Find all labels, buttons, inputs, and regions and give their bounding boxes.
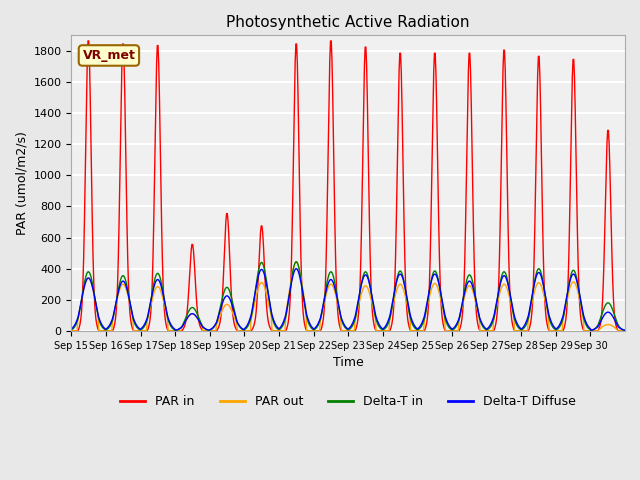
PAR out — [132, 328, 140, 334]
Title: Photosynthetic Active Radiation: Photosynthetic Active Radiation — [227, 15, 470, 30]
Delta-T in — [172, 327, 179, 333]
Delta-T Diffuse — [284, 304, 291, 310]
Delta-T in — [132, 324, 140, 329]
Delta-T in — [262, 277, 270, 283]
Delta-T Diffuse — [132, 322, 140, 328]
PAR out — [437, 297, 445, 303]
PAR out — [262, 288, 269, 293]
PAR in — [438, 310, 445, 315]
Legend: PAR in, PAR out, Delta-T in, Delta-T Diffuse: PAR in, PAR out, Delta-T in, Delta-T Dif… — [115, 390, 581, 413]
Delta-T in — [235, 323, 243, 328]
PAR out — [68, 328, 76, 334]
PAR out — [406, 314, 413, 320]
Line: Delta-T Diffuse: Delta-T Diffuse — [72, 269, 625, 330]
PAR in — [621, 328, 629, 334]
PAR in — [284, 321, 292, 327]
X-axis label: Time: Time — [333, 356, 364, 369]
Delta-T in — [621, 327, 629, 333]
PAR in — [85, 38, 93, 44]
Delta-T Diffuse — [262, 280, 270, 286]
PAR in — [68, 328, 76, 334]
Delta-T Diffuse — [68, 326, 76, 332]
Delta-T Diffuse — [407, 313, 415, 319]
Y-axis label: PAR (umol/m2/s): PAR (umol/m2/s) — [15, 131, 28, 235]
PAR out — [283, 306, 291, 312]
PAR in — [407, 328, 415, 334]
PAR in — [133, 328, 141, 334]
Delta-T Diffuse — [172, 327, 179, 333]
Delta-T in — [68, 327, 76, 333]
PAR in — [263, 309, 271, 314]
Line: Delta-T in: Delta-T in — [72, 262, 625, 330]
PAR out — [234, 328, 242, 334]
Delta-T Diffuse — [438, 295, 445, 300]
Delta-T in — [438, 297, 445, 302]
Text: VR_met: VR_met — [83, 49, 135, 62]
PAR out — [292, 260, 300, 265]
Line: PAR in: PAR in — [72, 41, 625, 331]
PAR in — [236, 328, 243, 334]
Line: PAR out: PAR out — [72, 263, 625, 331]
PAR in — [172, 328, 179, 334]
Delta-T in — [284, 306, 291, 312]
PAR out — [621, 328, 629, 334]
Delta-T Diffuse — [292, 266, 300, 272]
Delta-T in — [292, 259, 300, 264]
Delta-T Diffuse — [621, 327, 629, 333]
Delta-T Diffuse — [235, 322, 243, 328]
Delta-T in — [407, 316, 415, 322]
